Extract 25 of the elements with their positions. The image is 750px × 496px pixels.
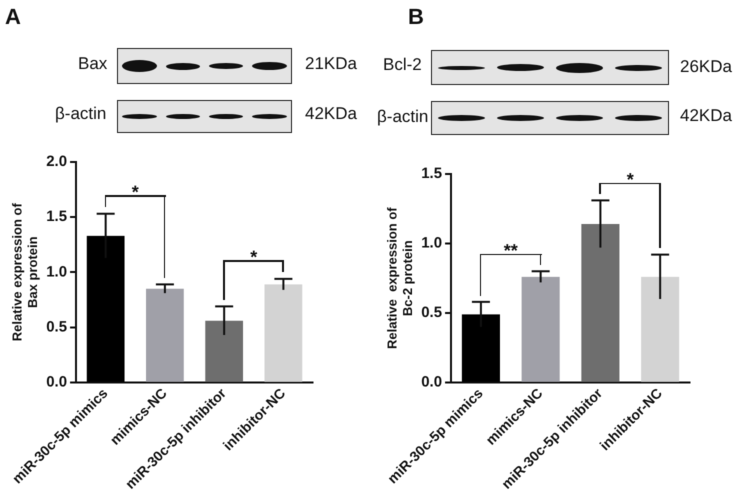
text: 26KDa	[680, 57, 732, 77]
text: A	[5, 4, 21, 30]
text: Bax	[78, 54, 108, 74]
y-tick-label: 1.0	[46, 263, 68, 280]
y-axis-title: Relative expression of Bc-2 protein	[384, 206, 415, 350]
text: 42KDa	[305, 104, 357, 124]
y-tick-label: 1.0	[421, 234, 442, 252]
y-axis-title: Relative expression of Bax protein	[9, 202, 40, 342]
y-tick-label: 1.5	[421, 165, 442, 182]
y-tick-label: 0.0	[421, 374, 442, 391]
text: β-actin	[377, 107, 428, 127]
y-tick-label: 0.5	[46, 318, 68, 336]
y-tick-label: 0.5	[421, 304, 442, 322]
text: Bcl-2	[383, 55, 422, 75]
annotation: *	[250, 247, 258, 268]
text: 42KDa	[680, 106, 732, 126]
annotation: *	[626, 170, 634, 190]
annotation: *	[132, 182, 139, 202]
text: 21KDa	[305, 54, 357, 74]
y-tick-label: 2.0	[46, 153, 68, 170]
text: B	[408, 4, 424, 30]
text: β-actin	[55, 104, 106, 124]
y-tick-label: 0.0	[46, 374, 68, 391]
y-tick-label: 1.5	[46, 208, 68, 226]
annotation: **	[504, 240, 518, 261]
